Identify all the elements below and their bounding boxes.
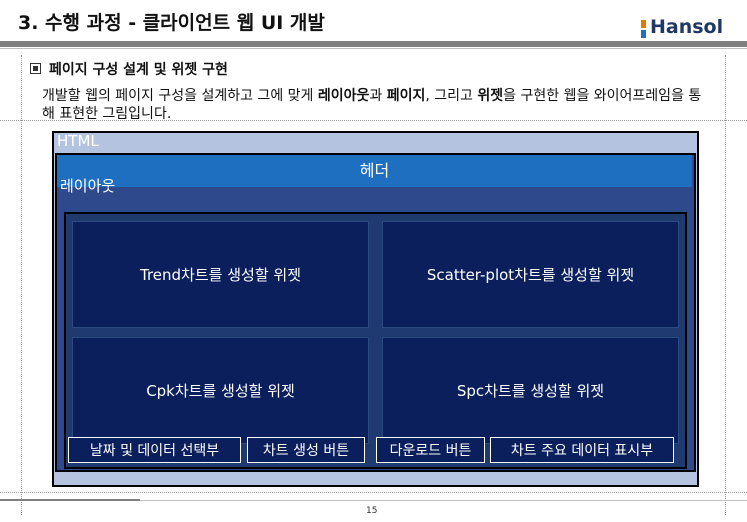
emphasis: 레이아웃 [317,88,370,104]
layout-label: 레이아웃 [60,177,116,195]
guide [0,492,747,493]
header-bar [0,41,747,47]
section-title: 페이지 구성 설계 및 위젯 구현 [49,62,228,78]
emphasis: 위젯 [477,88,504,104]
slide-title: 3. 수행 과정 - 클라이언트 웹 UI 개발 [18,12,325,34]
button: 차트 생성 버튼 [247,437,365,463]
header-band: 헤더 [57,155,692,187]
guide [725,55,726,515]
widget: Cpk차트를 생성할 위젯 [72,337,369,444]
guide [21,55,22,515]
page-number: 15 [366,506,378,516]
text: 과 [369,88,387,104]
guide [0,120,747,121]
button: 다운로드 버튼 [376,437,485,463]
html-label: HTML [57,132,99,150]
footer-line [0,500,747,501]
footer-bar [0,499,140,501]
widget: Trend차트를 생성할 위젯 [72,221,369,328]
widget: Scatter-plot차트를 생성할 위젯 [382,221,679,328]
button: 날짜 및 데이터 선택부 [68,437,241,463]
logo-mark [641,20,646,38]
text: 을 구현한 웹을 와이어프레임을 통해 표현한 그림입니다. [42,88,702,122]
logo: Hansol [650,16,724,38]
widget: Spc차트를 생성할 위젯 [382,337,679,444]
button: 차트 주요 데이터 표시부 [490,437,674,463]
bullet [30,63,41,74]
description: 개발할 웹의 페이지 구성을 설계하고 그에 맞게 레이아웃과 페이지, 그리고… [42,87,712,123]
emphasis: 페이지 [386,88,426,104]
text: 개발할 웹의 페이지 구성을 설계하고 그에 맞게 [42,88,318,104]
text: , 그리고 [425,88,478,104]
header-line [0,48,747,49]
section-heading: 페이지 구성 설계 및 위젯 구현 [30,59,228,79]
